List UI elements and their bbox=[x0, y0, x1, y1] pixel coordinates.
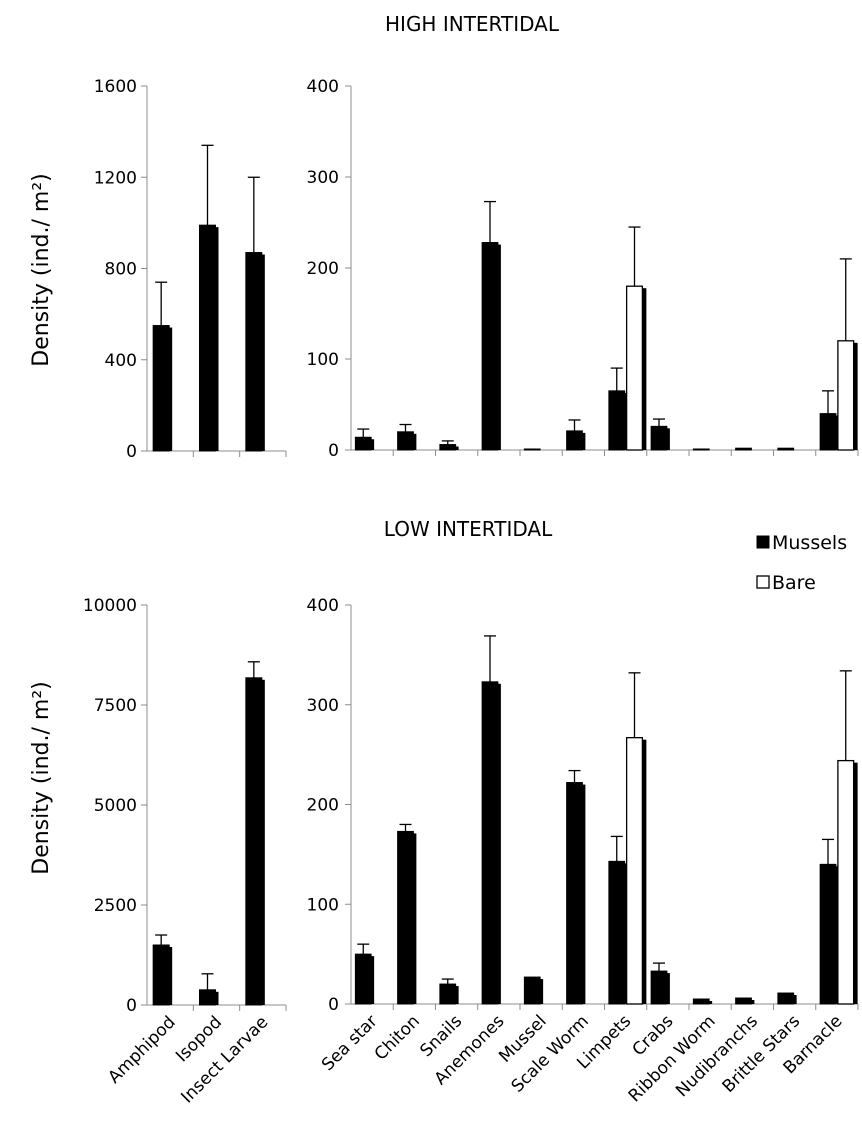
y-tick-label: 1600 bbox=[94, 77, 137, 97]
bare-bar bbox=[625, 285, 644, 451]
low-y-axis-label: Density (ind./ m²) bbox=[29, 681, 54, 874]
y-tick-label: 800 bbox=[105, 260, 137, 280]
mussels-bar bbox=[354, 953, 372, 1005]
y-tick-label: 1200 bbox=[94, 168, 137, 188]
mussels-bar bbox=[481, 681, 499, 1005]
mussels-bar bbox=[152, 325, 170, 452]
panel-high-large: 0 400 800 1200 1600 bbox=[94, 77, 287, 462]
mussels-bar bbox=[245, 677, 263, 1006]
mussels-bar bbox=[566, 782, 583, 1005]
y-tick-label: 300 bbox=[307, 168, 339, 188]
mussels-bar-shadow bbox=[455, 986, 459, 1004]
mussels-bar bbox=[523, 448, 541, 451]
mussels-bar bbox=[819, 413, 837, 451]
y-tick-label: 2500 bbox=[94, 896, 137, 916]
mussels-bar-shadow bbox=[261, 254, 265, 451]
category-label: Sea star bbox=[318, 1011, 382, 1075]
mussels-bar bbox=[566, 430, 583, 451]
mussels-bar-shadow bbox=[793, 995, 797, 1004]
high-intertidal-title: HIGH INTERTIDAL bbox=[385, 12, 560, 36]
bare-bar bbox=[837, 759, 855, 1005]
mussels-bar-shadow bbox=[666, 973, 670, 1004]
y-tick-label: 400 bbox=[307, 77, 339, 97]
mussels-bar-shadow bbox=[497, 244, 501, 450]
mussels-bar-shadow bbox=[582, 784, 586, 1004]
mussels-bar bbox=[152, 944, 170, 1006]
legend-label-mussels: Mussels bbox=[772, 532, 847, 554]
bare-bar-shadow bbox=[853, 762, 858, 1004]
mussels-bar bbox=[735, 447, 752, 451]
y-tick-label: 200 bbox=[307, 796, 339, 816]
legend-label-bare: Bare bbox=[772, 572, 816, 594]
mussels-bar bbox=[735, 997, 752, 1005]
mussels-bar-shadow bbox=[413, 433, 417, 450]
mussels-bar bbox=[397, 830, 414, 1005]
mussels-bar-shadow bbox=[455, 446, 459, 450]
mussels-bar bbox=[608, 860, 626, 1005]
y-tick-label: 200 bbox=[307, 259, 339, 279]
y-tick-label: 400 bbox=[307, 596, 339, 616]
mussels-bar bbox=[199, 224, 216, 452]
category-label: Amphipod bbox=[104, 1012, 179, 1087]
mussels-bar-shadow bbox=[215, 991, 219, 1005]
y-tick-label: 0 bbox=[126, 996, 137, 1016]
mussels-bar-shadow bbox=[261, 679, 265, 1005]
y-tick-label: 0 bbox=[328, 995, 339, 1015]
y-tick-label: 400 bbox=[105, 351, 137, 371]
mussels-bar-shadow bbox=[215, 227, 219, 451]
legend: Mussels Bare bbox=[756, 532, 847, 594]
y-tick-label: 100 bbox=[307, 350, 339, 370]
y-tick-label: 300 bbox=[307, 696, 339, 716]
bare-bar-shadow bbox=[642, 739, 647, 1004]
mussels-bar bbox=[692, 448, 710, 451]
mussels-bar-shadow bbox=[413, 833, 417, 1004]
mussels-bar bbox=[777, 992, 795, 1005]
mussels-bar bbox=[199, 989, 216, 1006]
mussels-bar-shadow bbox=[497, 683, 501, 1004]
y-tick-label: 0 bbox=[126, 442, 137, 462]
y-tick-label: 7500 bbox=[94, 696, 137, 716]
mussels-bar bbox=[650, 970, 668, 1005]
legend-swatch-mussels bbox=[756, 535, 770, 549]
bare-bar bbox=[625, 737, 644, 1005]
high-y-axis-label: Density (ind./ m²) bbox=[29, 173, 54, 366]
y-tick-label: 0 bbox=[328, 441, 339, 461]
mussels-bar-shadow bbox=[751, 1000, 755, 1004]
panel-high-small: 0 100 200 300 400 bbox=[307, 77, 859, 461]
mussels-bar-shadow bbox=[371, 956, 375, 1005]
bare-bar-shadow bbox=[853, 342, 858, 450]
mussels-bar-shadow bbox=[371, 439, 375, 450]
legend-swatch-bare bbox=[756, 575, 770, 589]
mussels-bar bbox=[439, 983, 457, 1005]
mussels-bar-shadow bbox=[169, 327, 173, 451]
mussels-bar bbox=[481, 242, 499, 451]
mussels-bar bbox=[608, 390, 626, 451]
mussels-bar-shadow bbox=[169, 947, 173, 1005]
mussels-bar bbox=[692, 998, 710, 1005]
mussels-bar-shadow bbox=[666, 428, 670, 450]
bare-bar-shadow bbox=[642, 288, 647, 450]
y-tick-label: 5000 bbox=[94, 796, 137, 816]
mussels-bar bbox=[523, 976, 541, 1005]
mussels-bar bbox=[245, 252, 263, 452]
low-intertidal-title: LOW INTERTIDAL bbox=[384, 517, 553, 541]
mussels-bar bbox=[819, 863, 837, 1005]
y-tick-label: 100 bbox=[307, 895, 339, 915]
mussels-bar bbox=[354, 436, 372, 451]
mussels-bar bbox=[397, 431, 414, 451]
mussels-bar bbox=[439, 444, 457, 451]
mussels-bar-shadow bbox=[540, 979, 544, 1004]
bare-bar bbox=[837, 340, 855, 451]
mussels-bar bbox=[777, 447, 795, 451]
mussels-bar-shadow bbox=[709, 1001, 713, 1004]
mussels-bar-shadow bbox=[582, 432, 586, 450]
mussels-bar bbox=[650, 425, 668, 451]
category-label: Chiton bbox=[371, 1011, 424, 1064]
y-tick-label: 10000 bbox=[83, 596, 137, 616]
